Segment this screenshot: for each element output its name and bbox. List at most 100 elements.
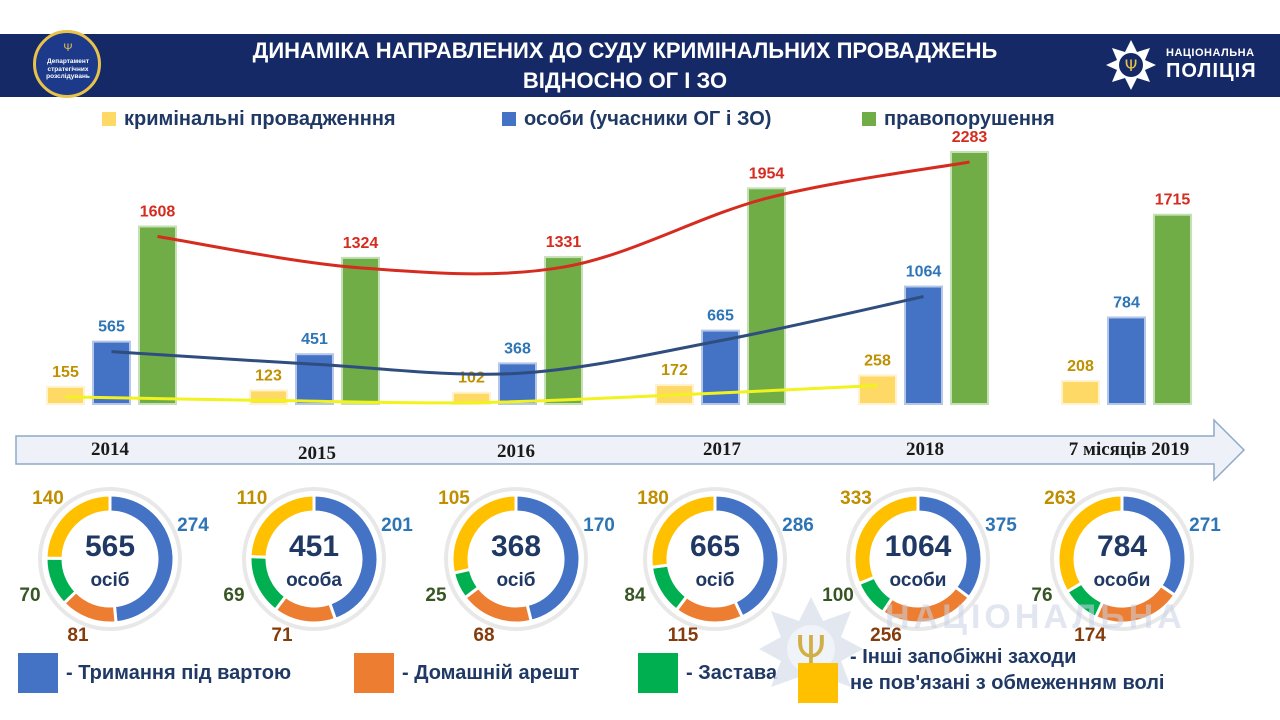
- police-logo-line1: НАЦІОНАЛЬНА: [1166, 47, 1255, 59]
- year-label: 2017: [703, 439, 742, 460]
- donut-shadow-ring: [1050, 487, 1194, 631]
- legend-label: кримінальні провадженння: [124, 108, 396, 130]
- bar-value-label: 2283: [952, 129, 988, 146]
- department-logo: Ψ Департамент стратегічних розслідувань: [33, 30, 101, 98]
- bar: [544, 256, 583, 406]
- bar-value-label: 368: [504, 340, 531, 357]
- bar: [950, 151, 989, 405]
- donut-slice: [248, 493, 316, 559]
- donut-value-label: 274: [177, 515, 209, 536]
- svg-text:Ψ: Ψ: [1125, 56, 1138, 75]
- bar-value-label: 155: [52, 364, 79, 381]
- department-logo-text: Департамент стратегічних розслідувань: [39, 58, 97, 81]
- donut-value-label: 70: [19, 585, 40, 606]
- donut-center-unit: особи: [890, 570, 947, 591]
- bar-value-label: 1324: [343, 235, 379, 252]
- donut-value-label: 170: [583, 515, 615, 536]
- bar: [1153, 213, 1192, 405]
- page-title-line2: ВІДНОСНО ОГ І ЗО: [522, 68, 728, 93]
- bar: [904, 285, 943, 405]
- bar-value-label: 1331: [546, 234, 582, 251]
- donut-value-label: 69: [223, 585, 244, 606]
- donut-center-value: 784: [1097, 530, 1147, 563]
- bar-value-label: 1608: [140, 204, 176, 221]
- donut-center-unit: осіб: [696, 570, 735, 591]
- donut-value-label: 100: [822, 585, 854, 606]
- police-logo-line2: ПОЛІЦІЯ: [1166, 60, 1257, 82]
- chart-canvas: 155 123 102 172 258 208 565 451 368 665 1064 784 160…: [15, 129, 1246, 646]
- legend-swatch: [798, 663, 838, 703]
- donut-value-label: 71: [271, 625, 293, 646]
- bar-value-label: 1715: [1155, 192, 1191, 209]
- bar-value-label: 665: [707, 308, 734, 325]
- donut-value-label: 140: [32, 488, 64, 509]
- year-label: 7 місяців 2019: [1069, 439, 1189, 460]
- trend-line: [157, 160, 970, 276]
- bar-value-label: 258: [864, 353, 891, 370]
- donut-value-label: 81: [67, 625, 89, 646]
- legend-label: - Інші запобіжні заходи: [850, 646, 1077, 668]
- donut-slice: [44, 493, 112, 560]
- donut-value-label: 110: [237, 488, 268, 509]
- department-logo-line: розслідувань: [46, 73, 90, 80]
- bar-value-label: 102: [458, 370, 485, 387]
- donut-shadow-ring: [242, 487, 386, 631]
- donut-center-unit: осіб: [91, 570, 130, 591]
- donut-shadow-ring: [643, 487, 787, 631]
- police-star-emblem-icon: Ψ: [1106, 40, 1156, 90]
- donut-slice: [649, 563, 689, 613]
- donut-shadow-ring: [444, 487, 588, 631]
- donut-value-label: 180: [637, 488, 669, 509]
- donut-shadow-ring: [38, 487, 182, 631]
- donut-value-label: 256: [870, 625, 902, 646]
- legend-swatch: [502, 112, 516, 126]
- donut-center-value: 1064: [885, 530, 952, 563]
- trend-line: [65, 384, 878, 405]
- legend-swatch: [354, 653, 394, 693]
- donut-shadow-ring: [846, 487, 990, 631]
- donut-slice: [674, 594, 745, 625]
- donut-center-value: 451: [289, 530, 339, 563]
- legend-swatch: [638, 653, 678, 693]
- donut-center-value: 368: [491, 530, 541, 563]
- donut-value-label: 333: [840, 488, 872, 509]
- legend-label: особи (учасники ОГ і ЗО): [524, 108, 772, 130]
- page-title-line1: ДИНАМІКА НАПРАВЛЕНИХ ДО СУДУ КРИМІНАЛЬНИ…: [252, 38, 998, 63]
- donut-center-unit: осіб: [497, 570, 536, 591]
- bar-value-label: 172: [661, 362, 688, 379]
- legend-swatch: [862, 112, 876, 126]
- legend-label: не пов'язані з обмеженням волі: [850, 672, 1165, 694]
- bar: [1061, 380, 1100, 406]
- year-label: 2015: [298, 443, 336, 464]
- bar: [1107, 316, 1146, 406]
- donut-value-label: 174: [1074, 625, 1106, 646]
- bar: [858, 374, 897, 405]
- donut-value-label: 375: [985, 515, 1017, 536]
- header-bar: [0, 34, 1280, 97]
- donut-value-label: 105: [438, 488, 470, 509]
- legend-label: - Домашній арешт: [402, 662, 580, 684]
- donut-slice: [248, 554, 288, 613]
- bar: [295, 353, 334, 406]
- donut-slice: [1056, 493, 1124, 594]
- donut-value-label: 263: [1044, 488, 1076, 509]
- legend-swatch: [102, 112, 116, 126]
- donut-value-label: 271: [1189, 515, 1221, 536]
- legend-label: правопорушення: [884, 108, 1055, 130]
- donut-center-unit: особи: [1094, 570, 1151, 591]
- department-logo-line: Департамент: [46, 58, 90, 65]
- trident-icon: Ψ: [63, 42, 73, 54]
- bar-value-label: 208: [1067, 358, 1094, 375]
- donut-center-value: 565: [85, 530, 135, 563]
- year-label: 2014: [91, 439, 130, 460]
- bar: [341, 256, 380, 405]
- donut-value-label: 201: [381, 515, 413, 536]
- donut-slice: [649, 493, 717, 569]
- donut-value-label: 115: [668, 625, 699, 646]
- bar-value-label: 1954: [749, 165, 785, 182]
- legend-label: - Застава: [686, 662, 778, 684]
- bar-value-label: 565: [98, 319, 125, 336]
- bar-value-label: 784: [1113, 294, 1140, 311]
- watermark-text: НАЦІОНАЛЬНА: [885, 598, 1186, 636]
- bar: [747, 187, 786, 405]
